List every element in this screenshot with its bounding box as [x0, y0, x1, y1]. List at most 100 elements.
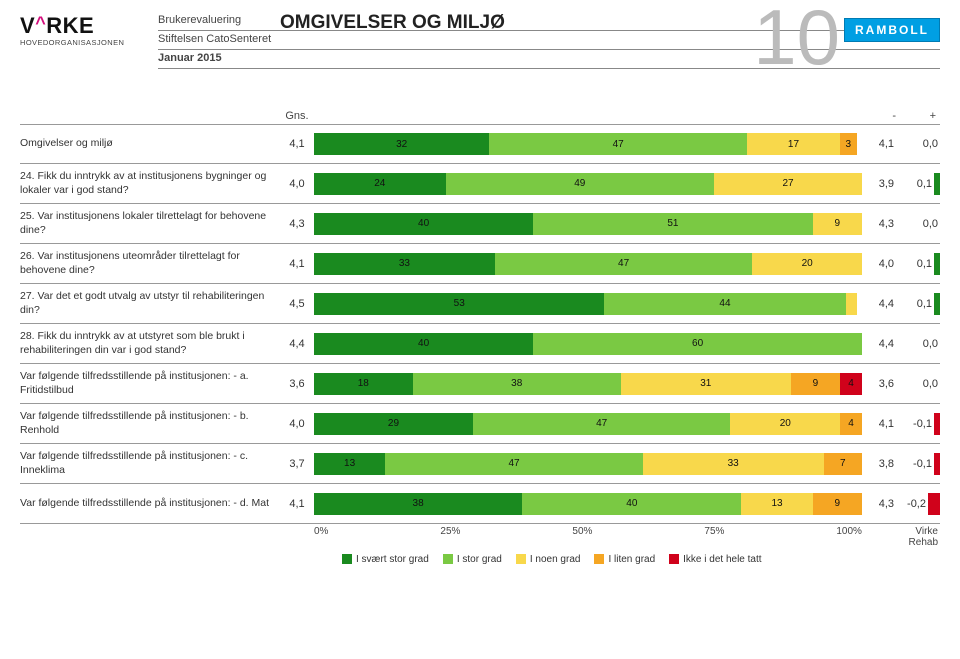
- bar-segment: 40: [314, 213, 533, 235]
- bar-segment: 4: [840, 373, 862, 395]
- chart-row: Var følgende tilfredsstillende på instit…: [20, 484, 940, 524]
- minus-value: 4,1: [862, 418, 896, 430]
- column-headers: Gns. - +: [20, 110, 940, 124]
- stacked-bar: 18383194: [314, 373, 862, 395]
- plus-value: 0,1: [910, 178, 934, 190]
- delta-bar: [934, 253, 940, 275]
- chart-row: Omgivelser og miljø4,132471734,10,0: [20, 124, 940, 164]
- virke-subtitle: HOVEDORGANISASJONEN: [20, 38, 150, 47]
- question-text: 28. Fikk du inntrykk av at utstyret som …: [20, 330, 280, 356]
- bar-segment: 4: [840, 413, 862, 435]
- minus-value: 4,3: [862, 218, 896, 230]
- bar-segment: 38: [314, 493, 522, 515]
- legend-label: I svært stor grad: [356, 554, 429, 565]
- bar-segment: 60: [533, 333, 862, 355]
- axis-tick: 25%: [440, 526, 460, 548]
- plus-cell: 0,0: [896, 133, 940, 155]
- delta-bar: [934, 173, 940, 195]
- delta-bar: [928, 493, 940, 515]
- plus-cell: -0,2: [896, 493, 940, 515]
- legend-item: I liten grad: [594, 554, 655, 565]
- stacked-bar: 3247173: [314, 133, 862, 155]
- legend-swatch: [669, 554, 679, 564]
- bar-segment: 31: [621, 373, 791, 395]
- gns-value: 4,0: [280, 178, 314, 190]
- bar-segment: 53: [314, 293, 604, 315]
- question-text: Var følgende tilfredsstillende på instit…: [20, 410, 280, 436]
- question-text: 24. Fikk du inntrykk av at institusjonen…: [20, 170, 280, 196]
- bar-segment: 38: [413, 373, 621, 395]
- gns-value: 4,3: [280, 218, 314, 230]
- legend: I svært stor grad I stor grad I noen grad I…: [20, 554, 940, 565]
- brand-block: V^RKE HOVEDORGANISASJONEN: [20, 12, 150, 47]
- x-axis: 0%25%50%75%100% Virke Rehab: [20, 526, 940, 548]
- legend-swatch: [342, 554, 352, 564]
- gns-value: 3,7: [280, 458, 314, 470]
- gns-value: 4,1: [280, 138, 314, 150]
- bar-segment: 18: [314, 373, 413, 395]
- bar-segment: 44: [604, 293, 845, 315]
- bar-segment: 9: [813, 213, 862, 235]
- bar-segment: 27: [714, 173, 862, 195]
- legend-label: I stor grad: [457, 554, 502, 565]
- plus-cell: 0,1: [896, 173, 940, 195]
- bar-segment: 49: [446, 173, 715, 195]
- stacked-bar: 40519: [314, 213, 862, 235]
- bar-segment: 17: [747, 133, 840, 155]
- chart-row: 25. Var institusjonens lokaler tilrettel…: [20, 204, 940, 244]
- chart-row: 27. Var det et godt utvalg av utstyr til…: [20, 284, 940, 324]
- stacked-bar: 2947204: [314, 413, 862, 435]
- question-text: Var følgende tilfredsstillende på instit…: [20, 370, 280, 396]
- question-text: 27. Var det et godt utvalg av utstyr til…: [20, 290, 280, 316]
- page-number: 10: [753, 0, 840, 76]
- bar-segment: 9: [791, 373, 840, 395]
- plus-value: 0,0: [916, 378, 940, 390]
- minus-value: 3,9: [862, 178, 896, 190]
- axis-tick: 0%: [314, 526, 328, 548]
- col-header-plus: +: [896, 110, 940, 122]
- gns-value: 4,1: [280, 258, 314, 270]
- stacked-bar: 4060: [314, 333, 862, 355]
- plus-cell: 0,0: [896, 213, 940, 235]
- plus-value: 0,1: [910, 298, 934, 310]
- plus-cell: 0,1: [896, 253, 940, 275]
- stacked-bar: 5344: [314, 293, 862, 315]
- bar-segment: 20: [730, 413, 840, 435]
- bar-segment: 7: [824, 453, 862, 475]
- minus-value: 3,8: [862, 458, 896, 470]
- bar-segment: 33: [314, 253, 495, 275]
- question-text: Var følgende tilfredsstillende på instit…: [20, 497, 280, 510]
- plus-cell: 0,0: [896, 373, 940, 395]
- bar-segment: 51: [533, 213, 812, 235]
- legend-label: I noen grad: [530, 554, 581, 565]
- virke-logo-text: V^RKE: [20, 13, 94, 38]
- axis-plus-label: Virke Rehab: [896, 526, 940, 548]
- delta-bar: [934, 293, 940, 315]
- bar-segment: 40: [522, 493, 741, 515]
- virke-logo: V^RKE: [20, 16, 150, 36]
- bar-segment: 32: [314, 133, 489, 155]
- gns-value: 4,4: [280, 338, 314, 350]
- crumb-line-3: Januar 2015: [158, 52, 222, 64]
- gns-value: 4,5: [280, 298, 314, 310]
- gns-value: 4,1: [280, 498, 314, 510]
- plus-cell: -0,1: [896, 413, 940, 435]
- bar-segment: 40: [314, 333, 533, 355]
- section-title: OMGIVELSER OG MILJØ: [280, 12, 505, 34]
- legend-item: Ikke i det hele tatt: [669, 554, 761, 565]
- question-text: 25. Var institusjonens lokaler tilrettel…: [20, 210, 280, 236]
- legend-swatch: [443, 554, 453, 564]
- plus-value: -0,1: [910, 418, 934, 430]
- bar-segment: 47: [495, 253, 753, 275]
- plus-cell: 0,1: [896, 293, 940, 315]
- plus-cell: 0,0: [896, 333, 940, 355]
- minus-value: 4,3: [862, 498, 896, 510]
- axis-tick: 50%: [572, 526, 592, 548]
- chart-row: 26. Var institusjonens uteområder tilret…: [20, 244, 940, 284]
- minus-value: 4,4: [862, 298, 896, 310]
- legend-label: Ikke i det hele tatt: [683, 554, 761, 565]
- delta-bar: [934, 413, 940, 435]
- minus-value: 3,6: [862, 378, 896, 390]
- crumb-line-1: Brukerevaluering: [158, 14, 241, 26]
- plus-cell: -0,1: [896, 453, 940, 475]
